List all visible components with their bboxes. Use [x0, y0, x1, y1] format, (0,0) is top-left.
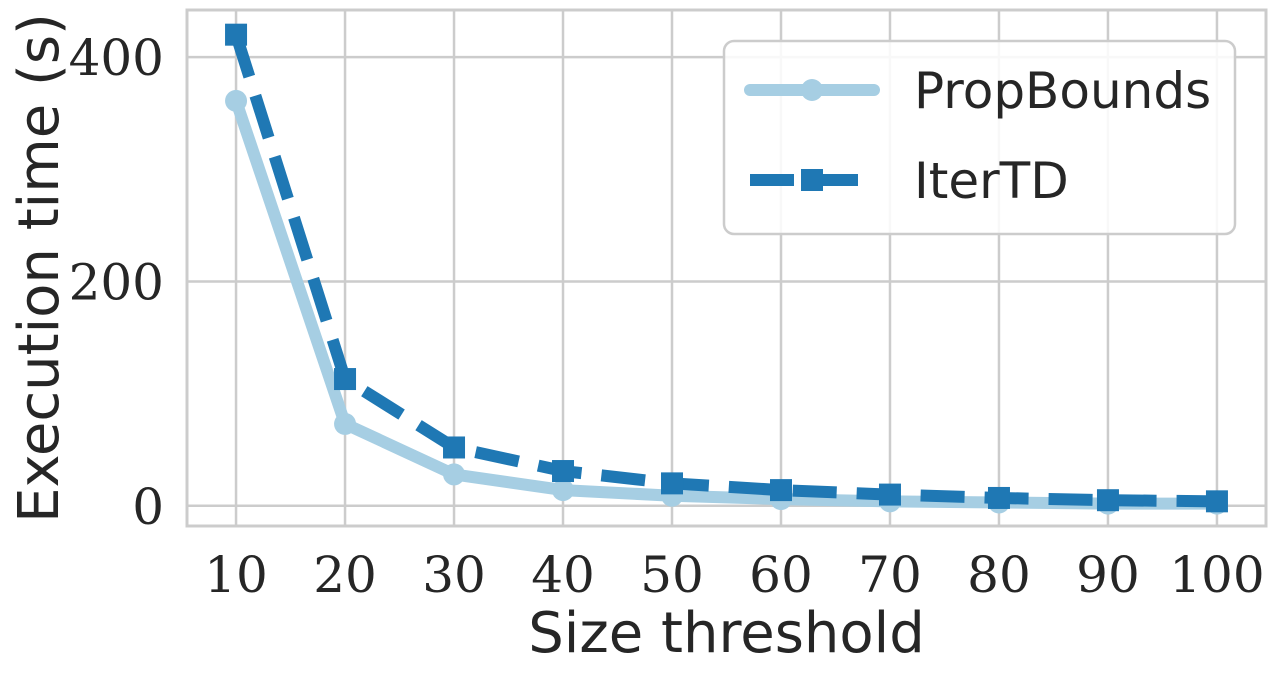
x-tick-label: 70 — [858, 546, 922, 604]
legend: PropBounds IterTD — [722, 39, 1237, 236]
series-line — [230, 32, 1218, 508]
legend-marker — [801, 169, 823, 191]
y-tick-label: 400 — [69, 29, 164, 87]
y-tick-label: 200 — [69, 253, 164, 311]
x-axis-title: Size threshold — [528, 601, 924, 666]
data-point — [769, 479, 792, 502]
legend-entries: PropBounds IterTD — [744, 62, 1211, 210]
data-point — [334, 368, 357, 391]
data-point — [987, 486, 1010, 509]
legend-entry-propbounds: PropBounds — [744, 62, 1211, 120]
legend-marker — [801, 79, 823, 101]
data-point — [661, 472, 684, 495]
data-point — [443, 436, 466, 459]
legend-entry-itertd: IterTD — [750, 152, 1069, 210]
data-point — [552, 479, 575, 502]
y-axis-title: Execution time (s) — [7, 13, 72, 523]
x-tick-label: 30 — [422, 546, 486, 604]
plot-area-frame — [185, 8, 1268, 528]
x-tick-label: 80 — [967, 546, 1031, 604]
series-layer — [225, 23, 1228, 515]
x-tick-label: 50 — [640, 546, 704, 604]
legend-label: PropBounds — [914, 62, 1211, 120]
x-tick-label: 40 — [531, 546, 595, 604]
data-point — [443, 463, 466, 486]
data-point — [225, 89, 248, 112]
data-point — [1096, 489, 1119, 512]
series-itertd — [225, 23, 1228, 513]
x-axis-ticks: 10 20 30 40 50 60 70 80 90 100 — [204, 546, 1264, 604]
data-point — [552, 460, 575, 483]
data-point — [334, 412, 357, 435]
x-tick-label: 20 — [313, 546, 377, 604]
x-tick-label: 10 — [204, 546, 268, 604]
y-axis-ticks: 0 200 400 — [69, 29, 164, 536]
legend-label: IterTD — [914, 152, 1069, 210]
y-tick-label: 0 — [132, 478, 164, 536]
data-point — [225, 23, 248, 46]
x-tick-label: 90 — [1076, 546, 1140, 604]
data-point — [1205, 490, 1228, 513]
data-point — [878, 483, 901, 506]
x-tick-label: 100 — [1169, 546, 1264, 604]
x-tick-label: 60 — [749, 546, 813, 604]
